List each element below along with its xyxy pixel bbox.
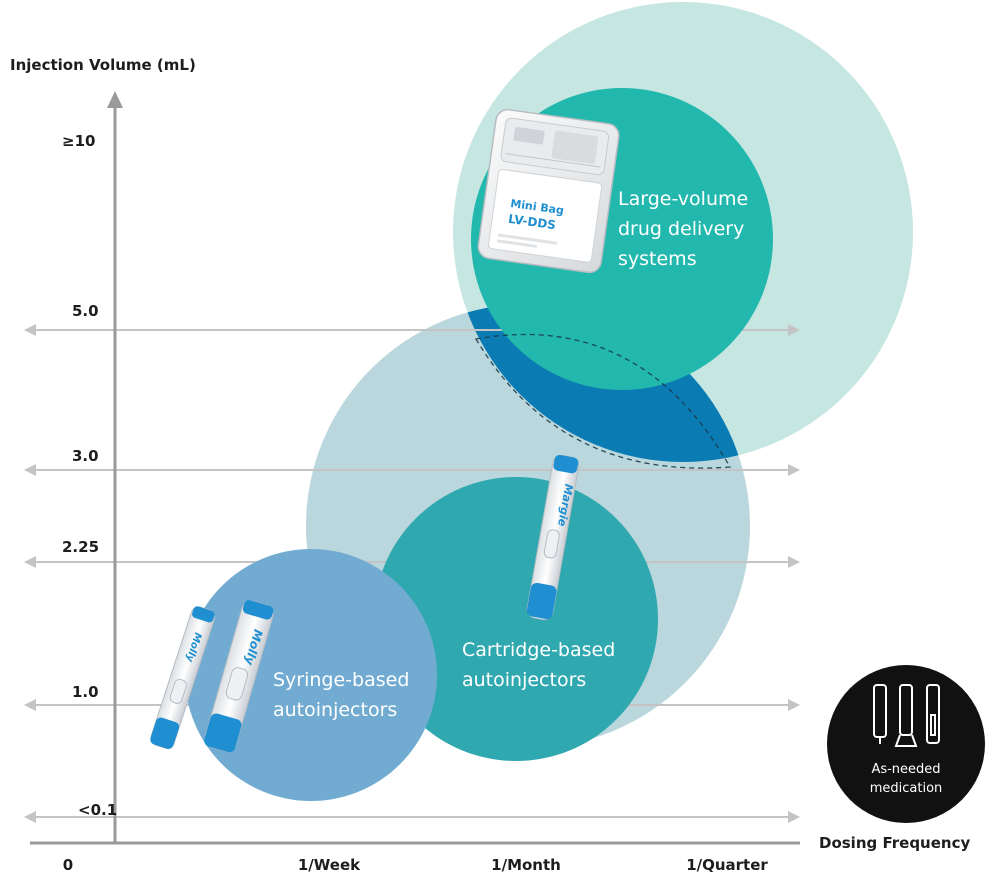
svg-text:drug delivery: drug delivery — [618, 218, 744, 240]
mini-bag-device-illustration: Mini Bag LV-DDS — [477, 108, 620, 274]
label-syringe: Syringe-based autoinjectors — [273, 669, 409, 721]
cartridge-autoinjector-illustration: Margie — [526, 454, 580, 621]
overlap-outline — [474, 333, 732, 469]
syringe-autoinjector-small-illustration: Molly — [150, 606, 216, 749]
y-tick-label: 2.25 — [62, 538, 99, 556]
svg-text:autoinjectors: autoinjectors — [462, 669, 586, 691]
y-tick-label: 3.0 — [72, 447, 99, 465]
bubble-cartridge — [374, 477, 658, 761]
y-axis-title: Injection Volume (mL) — [10, 56, 196, 74]
x-tick-label: 1/Month — [491, 856, 561, 874]
label-cartridge: Cartridge-based autoinjectors — [462, 639, 615, 691]
x-tick-label: 1/Quarter — [686, 856, 768, 874]
svg-text:As-needed: As-needed — [871, 762, 940, 777]
x-axis-title: Dosing Frequency — [819, 834, 970, 852]
svg-text:Syringe-based: Syringe-based — [273, 669, 409, 691]
svg-text:autoinjectors: autoinjectors — [273, 699, 397, 721]
gridline-arrow — [24, 811, 800, 823]
svg-text:Cartridge-based: Cartridge-based — [462, 639, 615, 661]
y-tick-label: 1.0 — [72, 683, 99, 701]
overlap-region — [453, 304, 750, 462]
y-tick-label: <0.1 — [78, 801, 117, 819]
x-tick-label: 0 — [63, 856, 73, 874]
svg-text:Large-volume: Large-volume — [618, 188, 748, 210]
y-axis — [107, 91, 123, 843]
bag-model-label: LV-DDS — [507, 212, 556, 233]
gridline-arrow — [24, 464, 800, 476]
y-tick-label: ≥10 — [62, 132, 95, 150]
label-large-volume: Large-volume drug delivery systems — [618, 188, 748, 270]
as-needed-medication-badge: As-needed medication — [827, 665, 985, 823]
svg-text:systems: systems — [618, 248, 697, 270]
pen-icons — [873, 684, 940, 747]
y-tick-label: 5.0 — [72, 302, 99, 320]
syringe-autoinjector-large-illustration: Molly — [204, 600, 274, 753]
svg-text:medication: medication — [870, 781, 943, 796]
x-tick-label: 1/Week — [298, 856, 361, 874]
